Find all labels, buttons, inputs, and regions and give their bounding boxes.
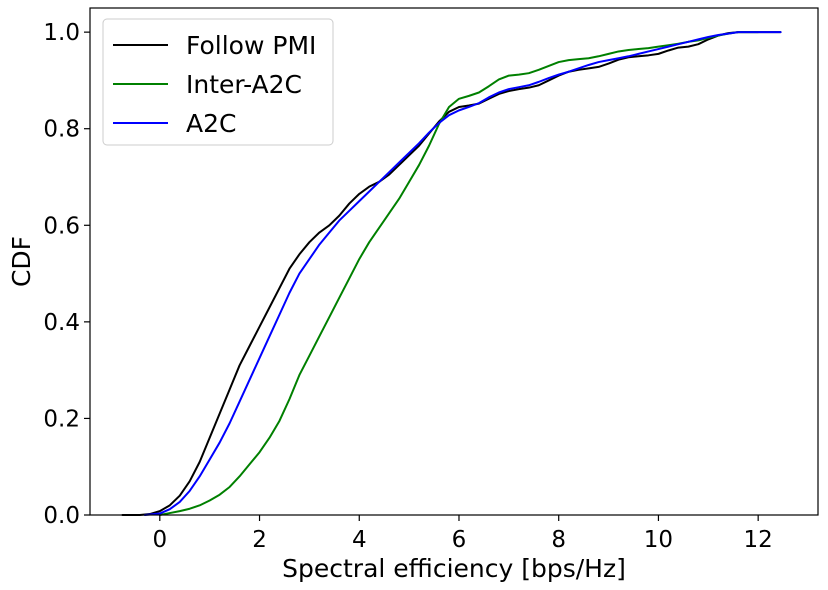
x-tick-label: 12 bbox=[744, 527, 773, 553]
plot-area bbox=[89, 7, 819, 516]
y-axis-ticks: 0.0 0.2 0.4 0.6 0.8 1.0 bbox=[43, 20, 90, 529]
x-tick-label: 8 bbox=[551, 527, 566, 553]
x-tick-label: 4 bbox=[352, 527, 367, 553]
x-tick-label: 2 bbox=[252, 527, 267, 553]
y-tick-label: 0.0 bbox=[43, 503, 80, 529]
legend-label-a2c: A2C bbox=[186, 109, 236, 138]
x-tick-label: 0 bbox=[152, 527, 167, 553]
y-tick-label: 0.8 bbox=[43, 117, 80, 143]
x-tick-label: 10 bbox=[644, 527, 673, 553]
legend-label-follow-pmi: Follow PMI bbox=[186, 31, 316, 60]
x-tick-label: 6 bbox=[452, 527, 467, 553]
legend: Follow PMI Inter-A2C A2C bbox=[102, 18, 334, 146]
y-tick-label: 0.2 bbox=[43, 406, 80, 432]
y-tick-label: 1.0 bbox=[43, 20, 80, 46]
x-axis-label: Spectral efficiency [bps/Hz] bbox=[282, 554, 626, 583]
y-tick-label: 0.6 bbox=[43, 213, 80, 239]
legend-label-inter-a2c: Inter-A2C bbox=[186, 70, 302, 99]
series-line-inter-a2c bbox=[158, 31, 760, 516]
y-tick-label: 0.4 bbox=[43, 310, 80, 336]
plot-frame bbox=[89, 7, 819, 516]
x-axis-ticks: 0 2 4 6 8 10 12 bbox=[152, 515, 773, 553]
y-axis-label: CDF bbox=[7, 236, 36, 287]
legend-box bbox=[102, 18, 334, 146]
series-line-a2c bbox=[143, 31, 782, 516]
